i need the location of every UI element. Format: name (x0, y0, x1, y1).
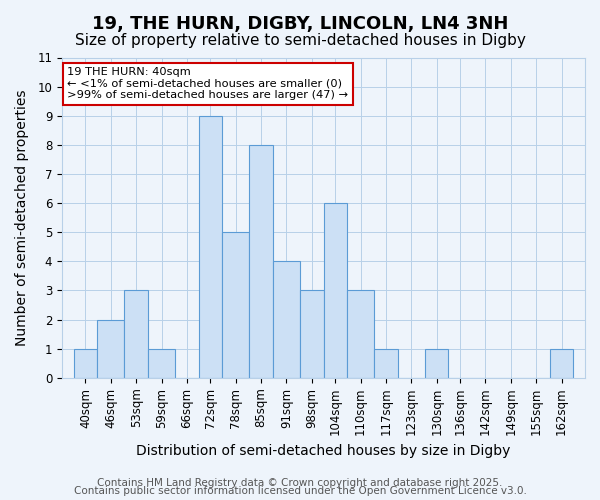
Bar (148, 348, 175, 378)
Text: 19 THE HURN: 40sqm
← <1% of semi-detached houses are smaller (0)
>99% of semi-de: 19 THE HURN: 40sqm ← <1% of semi-detache… (67, 67, 348, 100)
Text: 19, THE HURN, DIGBY, LINCOLN, LN4 3NH: 19, THE HURN, DIGBY, LINCOLN, LN4 3NH (92, 15, 508, 33)
Bar (124, 290, 148, 378)
Text: Size of property relative to semi-detached houses in Digby: Size of property relative to semi-detach… (74, 32, 526, 48)
Bar (550, 348, 573, 378)
Bar (425, 348, 448, 378)
Text: Contains HM Land Registry data © Crown copyright and database right 2025.: Contains HM Land Registry data © Crown c… (97, 478, 503, 488)
Bar (300, 290, 323, 378)
X-axis label: Distribution of semi-detached houses by size in Digby: Distribution of semi-detached houses by … (136, 444, 511, 458)
Y-axis label: Number of semi-detached properties: Number of semi-detached properties (15, 90, 29, 346)
Text: Contains public sector information licensed under the Open Government Licence v3: Contains public sector information licen… (74, 486, 526, 496)
Bar (273, 262, 300, 378)
Bar (250, 145, 273, 378)
Bar (374, 348, 398, 378)
Bar (347, 290, 374, 378)
Bar (97, 320, 124, 378)
Bar (199, 116, 222, 378)
Bar (74, 348, 97, 378)
Bar (323, 203, 347, 378)
Bar (222, 232, 250, 378)
